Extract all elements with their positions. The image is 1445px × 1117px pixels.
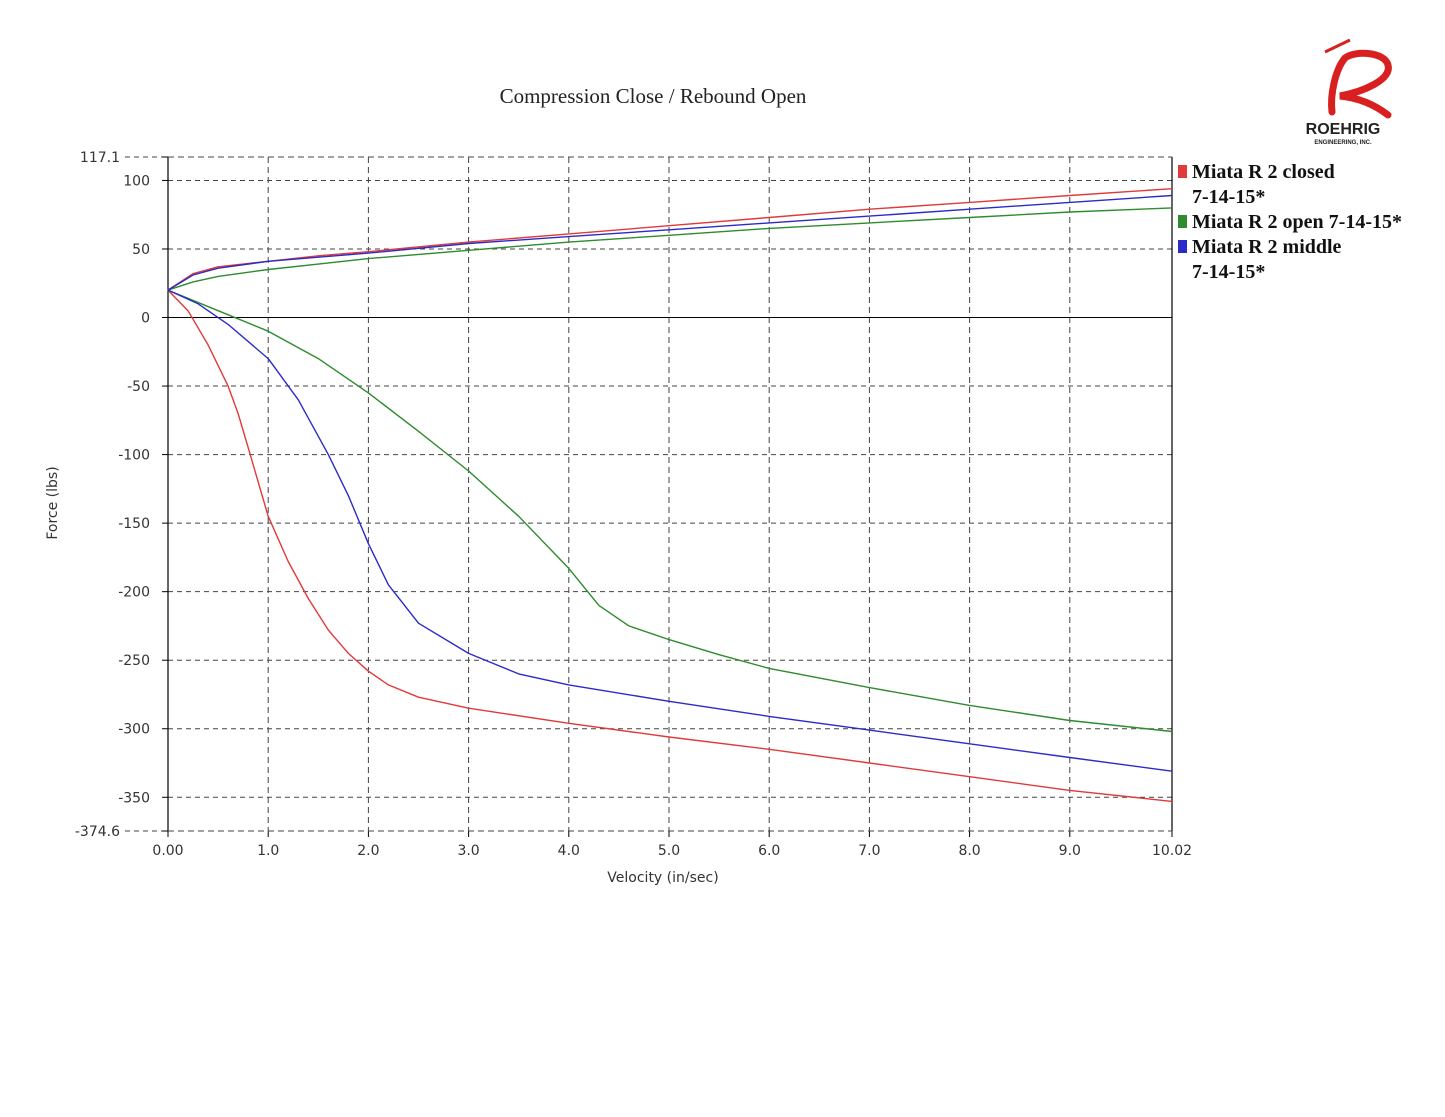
y-tick-label: -100 bbox=[118, 448, 150, 464]
x-tick-label: 10.02 bbox=[1152, 843, 1192, 859]
series-line-blue-rebound bbox=[167, 289, 1173, 772]
y-tick-label: -374.6 bbox=[75, 824, 120, 840]
logo-r-mark bbox=[1328, 49, 1392, 119]
logo-swoosh bbox=[1324, 38, 1351, 54]
x-tick-label: 1.0 bbox=[257, 843, 279, 859]
y-tick-label: -250 bbox=[118, 653, 150, 669]
y-tick-label: -350 bbox=[118, 790, 150, 806]
x-tick-label: 8.0 bbox=[958, 843, 980, 859]
y-tick-label: 100 bbox=[123, 173, 150, 189]
axes bbox=[162, 156, 1173, 837]
x-tick-label: 4.0 bbox=[558, 843, 580, 859]
y-tick-label: -300 bbox=[118, 722, 150, 738]
y-tick-label: 0 bbox=[141, 311, 150, 327]
legend-label-green: Miata R 2 open 7-14-15* bbox=[1192, 211, 1402, 233]
chart-title: Compression Close / Rebound Open bbox=[500, 84, 807, 108]
y-tick-label: -150 bbox=[118, 516, 150, 532]
x-tick-label: 9.0 bbox=[1059, 843, 1081, 859]
legend-swatch-green bbox=[1178, 215, 1187, 228]
series-line-red-rebound bbox=[167, 289, 1173, 803]
x-tick-label: 5.0 bbox=[658, 843, 680, 859]
series-lines bbox=[167, 188, 1173, 803]
grid bbox=[125, 156, 1172, 832]
legend-label-blue: 7-14-15* bbox=[1192, 261, 1265, 283]
logo-subtitle: ENGINEERING, INC. bbox=[1314, 140, 1372, 146]
x-tick-label: 0.00 bbox=[152, 843, 183, 859]
x-axis-label: Velocity (in/sec) bbox=[607, 870, 718, 886]
series-line-red-compression bbox=[167, 188, 1173, 291]
legend-swatch-red bbox=[1178, 165, 1187, 178]
x-tick-label: 6.0 bbox=[758, 843, 780, 859]
logo-name: ROEHRIG bbox=[1306, 121, 1381, 138]
x-tick-label: 7.0 bbox=[858, 843, 880, 859]
y-tick-label: 117.1 bbox=[80, 150, 120, 166]
series-line-green-rebound bbox=[167, 289, 1173, 733]
legend-label-red: 7-14-15* bbox=[1192, 186, 1265, 208]
legend-label-blue: Miata R 2 middle bbox=[1192, 236, 1342, 258]
roehrig-logo: ROEHRIG ENGINEERING, INC. bbox=[1306, 38, 1392, 146]
x-tick-labels: 0.00 1.0 2.0 3.0 4.0 5.0 6.0 7.0 8.0 9.0 10.02 bbox=[152, 843, 1192, 859]
y-tick-label: -50 bbox=[127, 379, 150, 395]
legend: Miata R 2 closed 7-14-15* Miata R 2 open 7… bbox=[1178, 161, 1402, 283]
series-line-green-compression bbox=[167, 207, 1173, 291]
y-axis-label: Force (lbs) bbox=[45, 466, 61, 539]
x-tick-label: 2.0 bbox=[357, 843, 379, 859]
legend-swatch-blue bbox=[1178, 240, 1187, 253]
series-line-blue-compression bbox=[167, 194, 1173, 291]
x-tick-label: 3.0 bbox=[457, 843, 479, 859]
y-tick-label: 50 bbox=[132, 242, 150, 258]
y-tick-label: -200 bbox=[118, 585, 150, 601]
legend-label-red: Miata R 2 closed bbox=[1192, 161, 1335, 183]
